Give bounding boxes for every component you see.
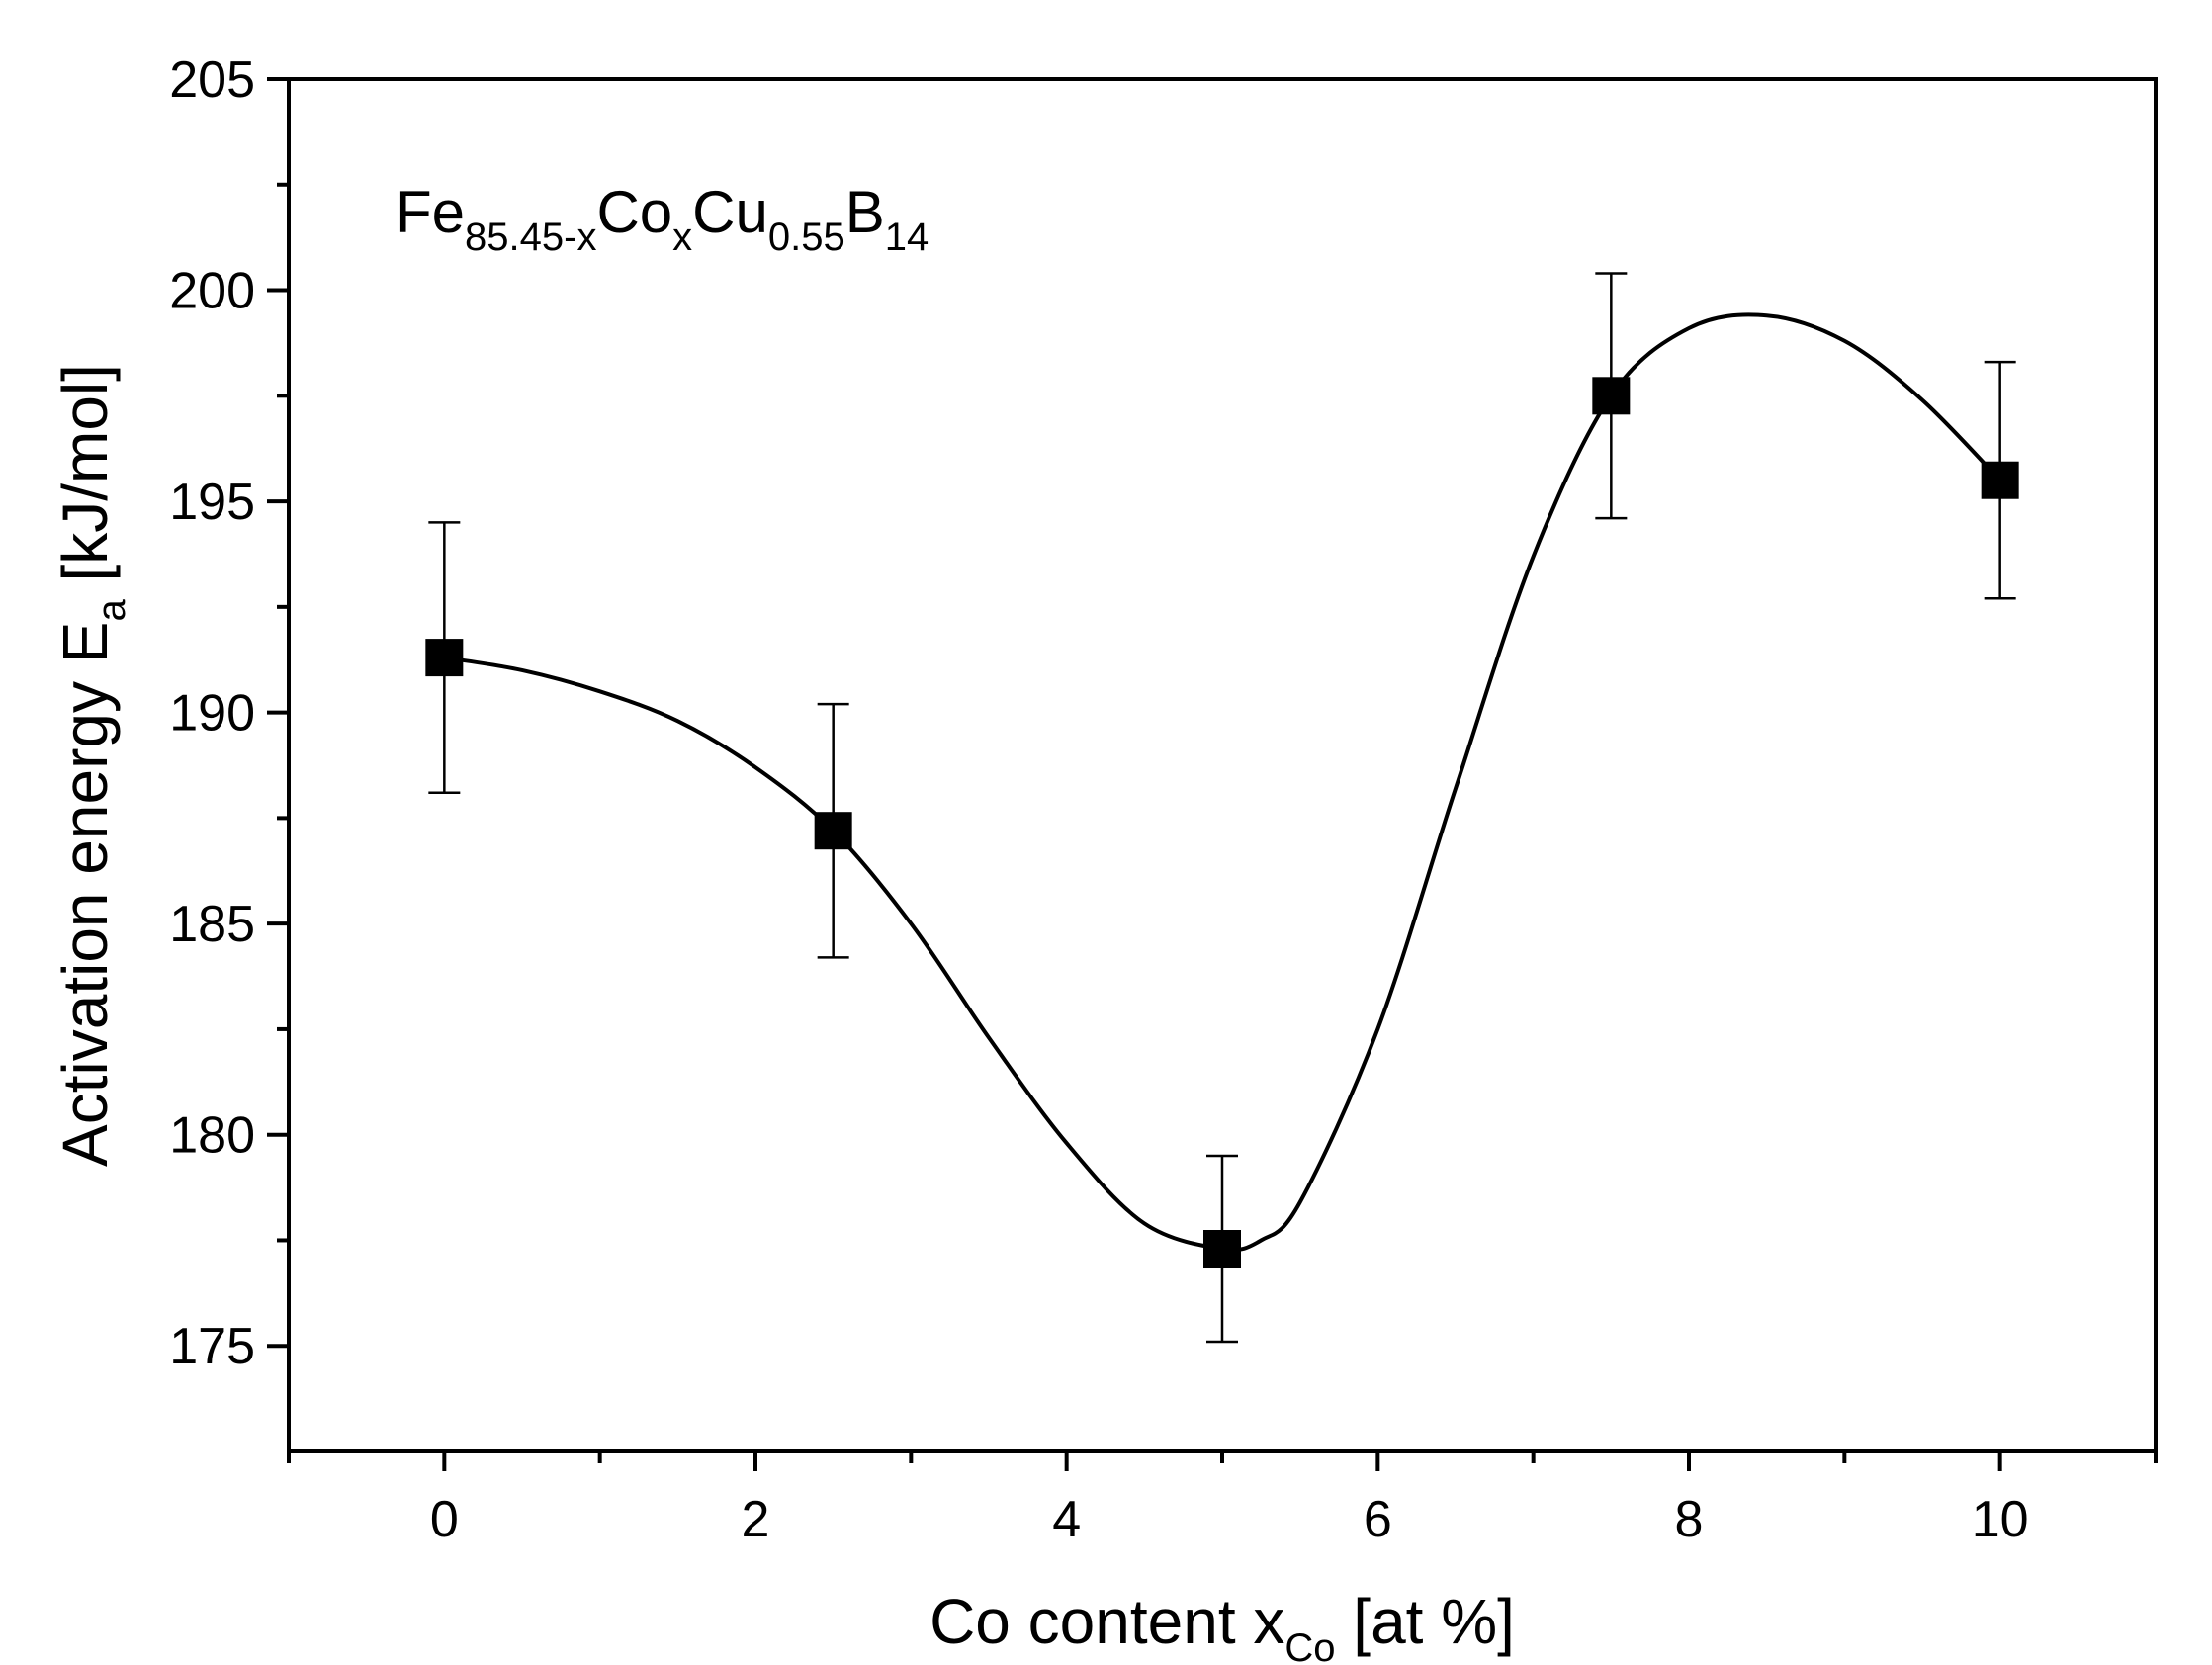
x-tick-label: 10 — [1972, 1491, 2029, 1548]
annotation-text: Cu — [692, 179, 768, 245]
data-point — [1592, 377, 1631, 415]
y-tick-label: 200 — [169, 263, 255, 320]
data-point — [425, 639, 464, 677]
annotation-text: Co — [596, 179, 672, 245]
x-axis-title-tail: [at %] — [1336, 1586, 1515, 1657]
data-point — [1203, 1230, 1241, 1269]
error-bars-layer — [428, 272, 2016, 1344]
annotation-subscript: 85.45-x — [465, 216, 596, 259]
y-tick-label: 185 — [169, 896, 255, 953]
y-axis-title-sub: a — [90, 599, 133, 622]
data-point — [1981, 461, 2019, 499]
data-points-layer — [425, 377, 2019, 1269]
data-point — [814, 812, 852, 850]
annotation-text: B — [845, 179, 885, 245]
annotation-subscript: 0.55 — [768, 216, 845, 259]
fit-curve — [443, 312, 2002, 1252]
y-axis-title-tail: [kJ/mol] — [49, 364, 121, 599]
x-tick-label: 2 — [742, 1491, 770, 1548]
y-axis-title: Activation energy Ea [kJ/mol] — [49, 364, 133, 1167]
x-axis-title-sub: Co — [1284, 1626, 1335, 1665]
x-tick-label: 4 — [1052, 1491, 1081, 1548]
annotation-subscript: x — [672, 216, 692, 259]
tick-labels-layer: 0 2 4 6 8 10 175 180 185 190 195 200 205 — [169, 51, 2028, 1548]
y-tick-label: 195 — [169, 474, 255, 531]
y-tick-label: 190 — [169, 685, 255, 743]
x-tick-label: 8 — [1675, 1491, 1704, 1548]
x-tick-label: 6 — [1364, 1491, 1392, 1548]
y-tick-label: 205 — [169, 51, 255, 109]
composition-annotation: Fe85.45-xCoxCu0.55B14 — [396, 179, 929, 259]
fit-curve-layer — [443, 312, 2002, 1252]
annotation-subscript: 14 — [885, 216, 929, 259]
annotation-text: Fe — [396, 179, 465, 245]
y-axis-title-main: Activation energy E — [49, 622, 121, 1167]
y-tick-label: 175 — [169, 1318, 255, 1375]
axis-ticks-layer — [267, 77, 2158, 1471]
x-tick-label: 0 — [430, 1491, 459, 1548]
x-axis-title-main: Co content x — [929, 1586, 1284, 1657]
y-tick-label: 180 — [169, 1107, 255, 1165]
x-axis-title: Co content xCo [at %] — [929, 1586, 1515, 1665]
